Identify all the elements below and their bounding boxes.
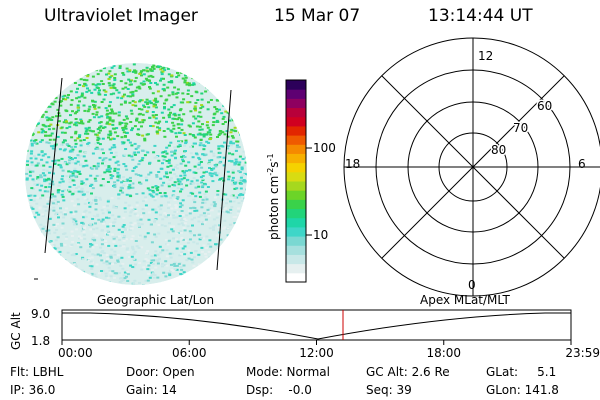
time-tick-label: 06:00 — [172, 346, 207, 360]
colorbar-cell — [286, 208, 306, 219]
svg-text:80: 80 — [491, 143, 506, 157]
colorbar-cell — [286, 190, 306, 200]
timeline-axis-label: GC Alt — [9, 312, 23, 350]
image-date: 15 Mar 07 — [274, 6, 361, 26]
colorbar-cell — [286, 236, 306, 246]
timeline-right-label: Apex MLat/MLT — [420, 293, 510, 307]
svg-text:60: 60 — [537, 99, 552, 113]
colorbar-tick-100: 100 — [313, 141, 336, 155]
mlt-label-0: 0 — [468, 278, 476, 292]
info-gc-alt: GC Alt: 2.6 Re — [366, 365, 450, 379]
colorbar-cell — [286, 171, 306, 182]
colorbar-cell — [286, 162, 306, 173]
mlat-label-70: 70 — [513, 121, 528, 135]
colorbar-cell — [286, 245, 306, 255]
colorbar-cell — [286, 116, 306, 127]
time-tick-label: 18:00 — [426, 346, 461, 360]
colorbar-cell — [286, 272, 306, 283]
colorbar-cell — [286, 107, 306, 118]
colorbar-cell — [286, 263, 306, 274]
orbit-timeline: Geographic Lat/Lon Apex MLat/MLT GC Alt … — [9, 293, 600, 360]
colorbar-cell — [286, 125, 306, 136]
colorbar-cell — [286, 217, 306, 228]
info-door: Door: Open — [126, 365, 195, 379]
colorbar-cell — [286, 199, 306, 210]
info-glat: GLat: 5.1 — [486, 365, 556, 379]
colorbar-cell — [286, 89, 306, 99]
colorbar-tick-10: 10 — [313, 228, 328, 242]
mlat-label-60: 60 — [537, 99, 552, 113]
info-panel: Flt: LBHL IP: 36.0 Door: Open Gain: 14 M… — [10, 365, 559, 397]
altitude-curve — [62, 312, 571, 340]
colorbar-cell — [286, 153, 306, 164]
svg-text:70: 70 — [513, 121, 528, 135]
image-time: 13:14:44 UT — [428, 6, 533, 26]
colorbar-cell — [286, 135, 306, 145]
colorbar-cell — [286, 226, 306, 237]
colorbar-cell — [286, 144, 306, 154]
timeline-ymax: 9.0 — [31, 307, 50, 321]
image-title: Ultraviolet Imager — [44, 6, 198, 26]
info-ip: IP: 36.0 — [10, 383, 55, 397]
colorbar-unit-label: photon cm-2s-1 — [266, 153, 281, 240]
colorbar-cell — [286, 254, 306, 265]
info-gain: Gain: 14 — [126, 383, 177, 397]
timeline-ymin: 1.8 — [31, 334, 50, 348]
info-mode: Mode: Normal — [246, 365, 330, 379]
mlt-label-6: 6 — [578, 157, 586, 171]
colorbar-cell — [286, 181, 306, 191]
auroral-image-disk — [25, 63, 247, 285]
mlt-label-18: 18 — [345, 157, 360, 171]
info-seq: Seq: 39 — [366, 383, 412, 397]
info-glon: GLon: 141.8 — [486, 383, 559, 397]
time-tick-label: 23:59 — [565, 346, 600, 360]
timeline-left-label: Geographic Lat/Lon — [97, 293, 214, 307]
color-bar: 100 10 photon cm-2s-1 — [266, 79, 336, 283]
image-boundary-left — [44, 77, 63, 254]
mlat-label-80: 80 — [491, 143, 506, 157]
colorbar-cell — [286, 80, 306, 90]
mlt-label-12: 12 — [478, 49, 493, 63]
info-filter: Flt: LBHL — [10, 365, 64, 379]
colorbar-cell — [286, 98, 306, 109]
time-tick-label: 00:00 — [58, 346, 93, 360]
time-tick-label: 12:00 — [299, 346, 334, 360]
polar-grid — [343, 37, 600, 297]
image-boundary-right — [216, 89, 232, 271]
info-dsp: Dsp: -0.0 — [246, 383, 312, 397]
